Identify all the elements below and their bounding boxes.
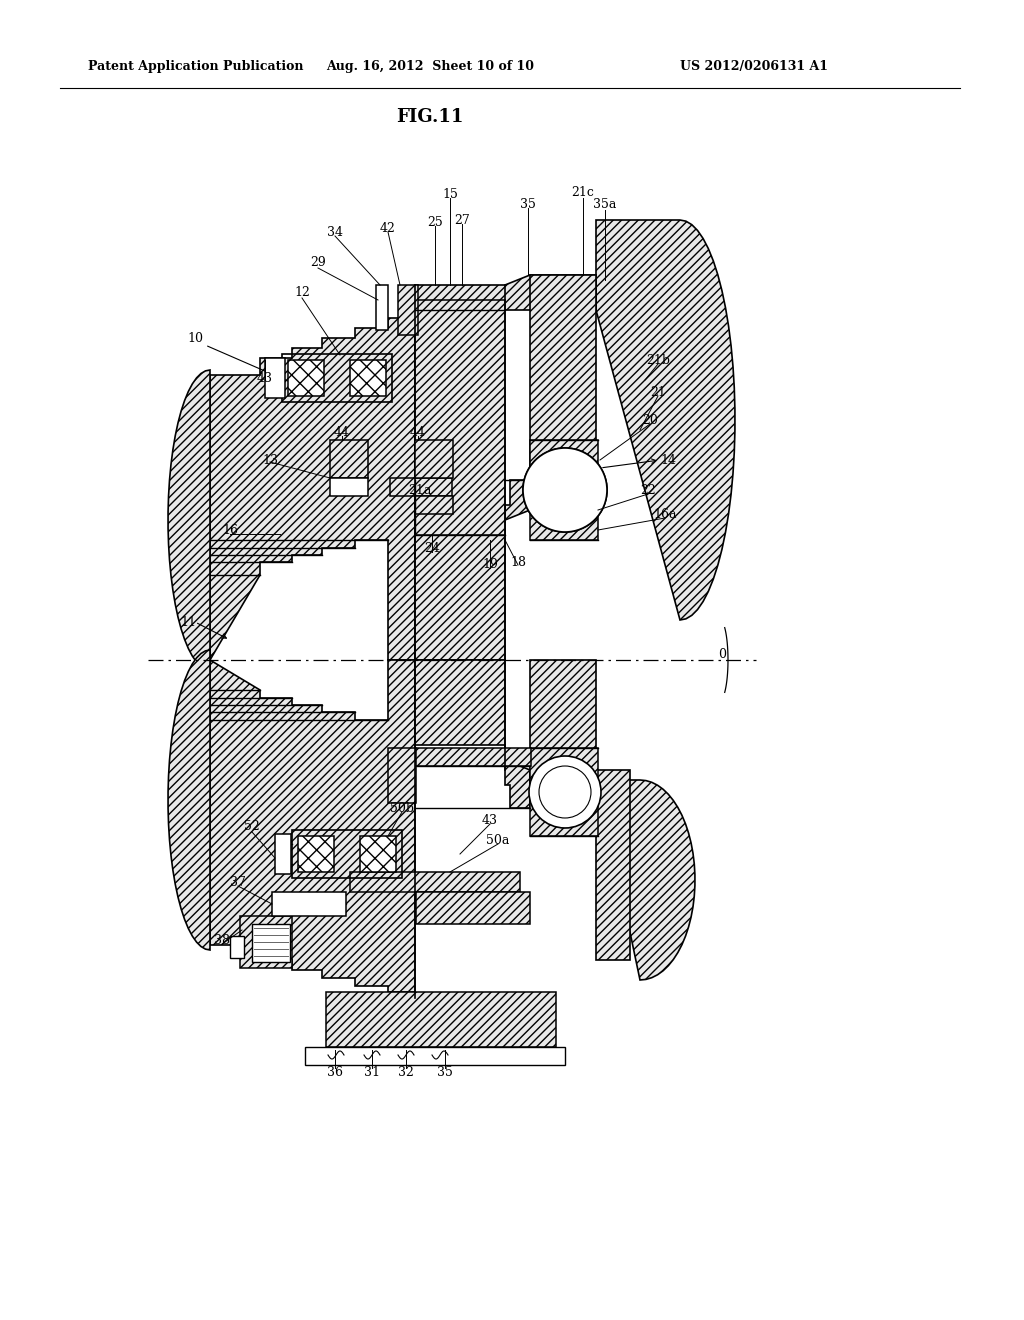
Text: 14: 14: [660, 454, 676, 466]
Bar: [416, 892, 530, 924]
Polygon shape: [530, 275, 596, 480]
Bar: [530, 440, 598, 540]
Bar: [390, 478, 452, 496]
Polygon shape: [415, 310, 530, 660]
Text: 25: 25: [427, 215, 442, 228]
Bar: [230, 936, 244, 958]
Bar: [240, 916, 292, 968]
Circle shape: [523, 447, 607, 532]
Text: 10: 10: [187, 331, 203, 345]
Text: 36: 36: [327, 1065, 343, 1078]
Bar: [282, 354, 392, 403]
Bar: [415, 440, 453, 478]
Polygon shape: [210, 660, 415, 998]
Bar: [350, 873, 520, 892]
Polygon shape: [596, 770, 695, 979]
Polygon shape: [168, 370, 210, 671]
Text: 35: 35: [437, 1065, 453, 1078]
Bar: [330, 478, 368, 496]
Bar: [275, 834, 291, 874]
Text: 21a: 21a: [409, 483, 432, 496]
Text: 22: 22: [640, 483, 656, 496]
Bar: [530, 748, 598, 836]
Text: 35a: 35a: [593, 198, 616, 211]
Circle shape: [529, 756, 601, 828]
Bar: [305, 1047, 565, 1065]
Bar: [265, 358, 285, 399]
Text: 50b: 50b: [390, 801, 414, 814]
Bar: [326, 993, 556, 1047]
Text: 32: 32: [398, 1065, 414, 1078]
Text: 52: 52: [244, 820, 260, 833]
Text: 31: 31: [364, 1065, 380, 1078]
Text: 38: 38: [214, 933, 230, 946]
Text: 13: 13: [262, 454, 278, 466]
Circle shape: [523, 447, 607, 532]
Text: Aug. 16, 2012  Sheet 10 of 10: Aug. 16, 2012 Sheet 10 of 10: [326, 59, 534, 73]
Text: FIG.11: FIG.11: [396, 108, 464, 125]
Text: 35: 35: [520, 198, 536, 211]
Bar: [272, 892, 346, 916]
Bar: [388, 748, 416, 803]
Bar: [350, 360, 386, 396]
Text: 29: 29: [310, 256, 326, 268]
Bar: [376, 285, 388, 330]
Text: 15: 15: [442, 189, 458, 202]
Bar: [252, 924, 290, 962]
Bar: [415, 300, 505, 535]
Bar: [298, 836, 334, 873]
Polygon shape: [168, 649, 210, 950]
Text: 37: 37: [230, 875, 246, 888]
Text: 18: 18: [510, 556, 526, 569]
Text: 0: 0: [718, 648, 726, 660]
Bar: [360, 836, 396, 873]
Text: 50a: 50a: [486, 833, 510, 846]
Text: Patent Application Publication: Patent Application Publication: [88, 59, 303, 73]
Text: 20: 20: [642, 413, 658, 426]
Text: 16a: 16a: [653, 508, 677, 521]
Text: 43: 43: [482, 813, 498, 826]
Text: 11: 11: [180, 615, 196, 628]
Bar: [416, 748, 531, 766]
Text: 27: 27: [454, 214, 470, 227]
Circle shape: [534, 458, 597, 521]
Text: 43: 43: [257, 371, 273, 384]
Bar: [292, 830, 402, 878]
Text: US 2012/0206131 A1: US 2012/0206131 A1: [680, 59, 828, 73]
Bar: [288, 360, 324, 396]
Text: 44: 44: [410, 425, 426, 438]
Text: 34: 34: [327, 226, 343, 239]
Text: 21c: 21c: [571, 186, 595, 198]
Polygon shape: [530, 660, 630, 960]
Circle shape: [539, 766, 591, 818]
Bar: [330, 440, 368, 478]
Text: 42: 42: [380, 222, 396, 235]
Text: 19: 19: [482, 558, 498, 572]
Text: 16: 16: [222, 524, 238, 536]
Text: 21: 21: [650, 385, 666, 399]
Text: 21b: 21b: [646, 354, 670, 367]
Text: 12: 12: [294, 285, 310, 298]
Text: 44: 44: [334, 425, 350, 438]
Polygon shape: [596, 220, 735, 620]
Polygon shape: [210, 310, 415, 660]
Text: 24: 24: [424, 541, 440, 554]
Polygon shape: [415, 660, 530, 808]
Bar: [415, 496, 453, 513]
Polygon shape: [415, 275, 596, 310]
Bar: [398, 285, 418, 335]
